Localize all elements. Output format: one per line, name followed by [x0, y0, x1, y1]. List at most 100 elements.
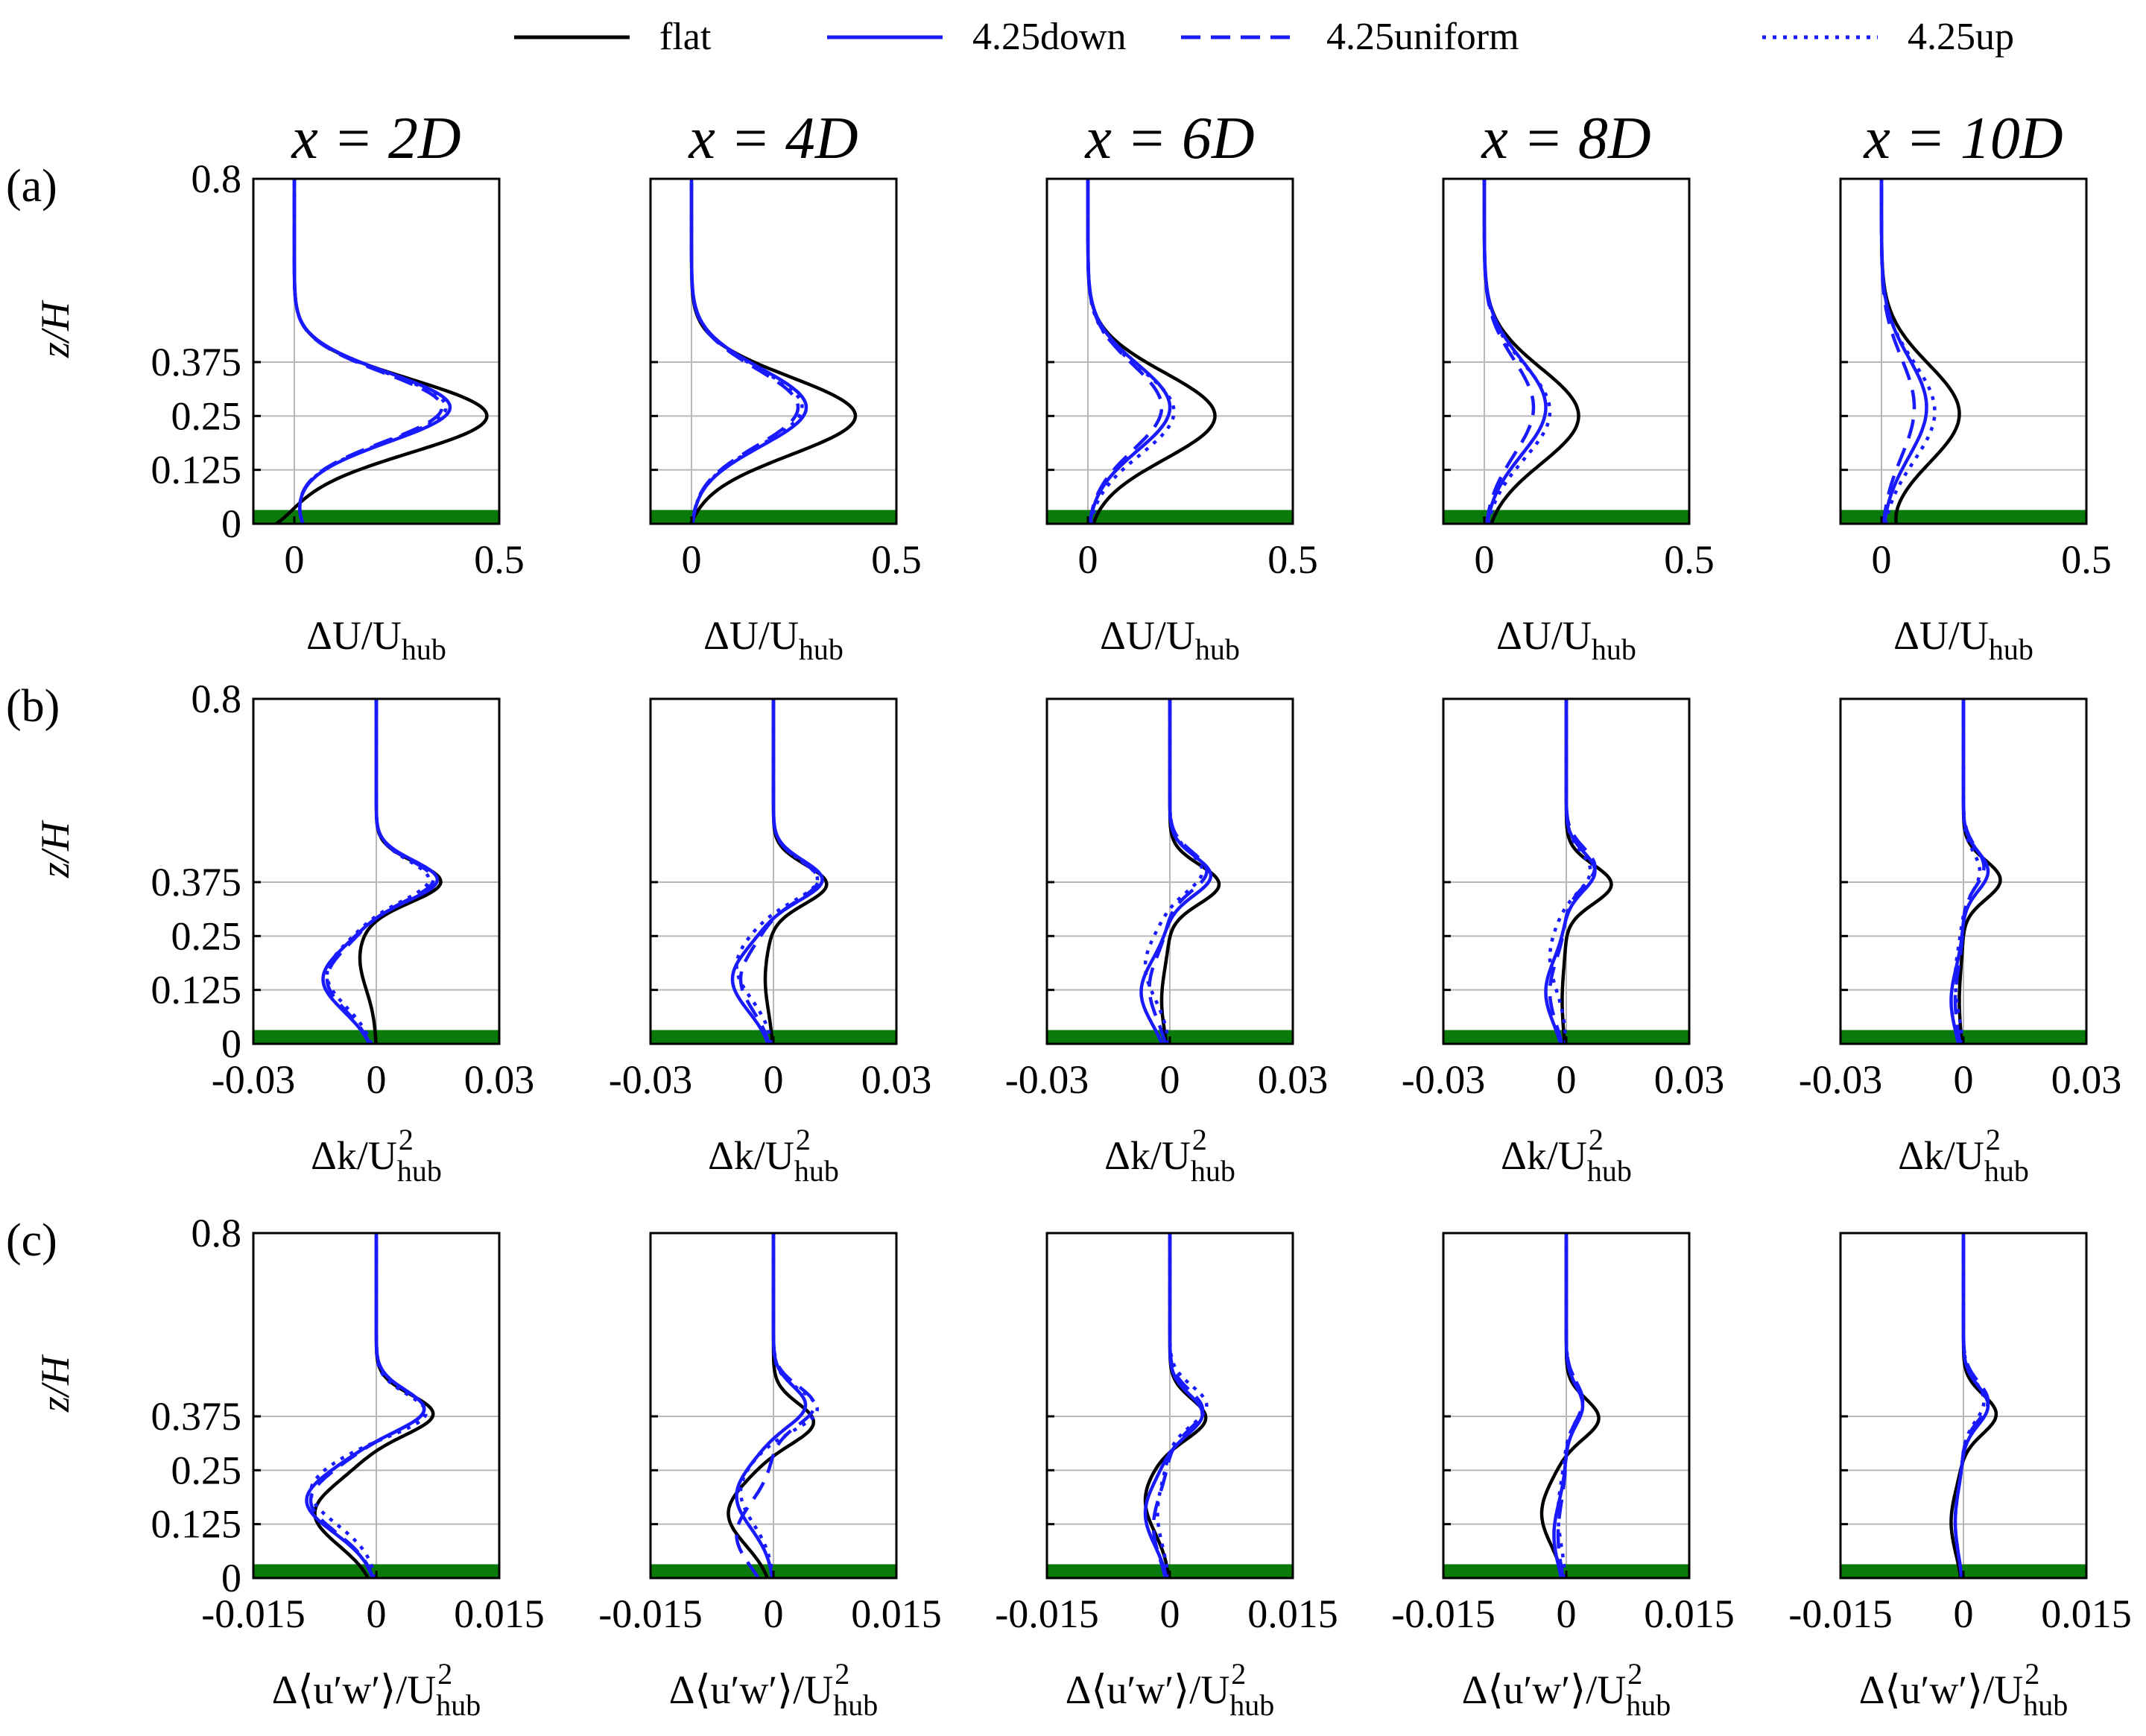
- ground-band: [1443, 510, 1689, 524]
- panel-2-3: -0.03 0 0.03 Δk/U2 hub: [1005, 697, 1328, 1188]
- x-axis-label-sup: 2: [1231, 1657, 1246, 1691]
- curve-flat: [1879, 179, 1961, 525]
- curve-4.25uniform: [1548, 699, 1597, 1045]
- curve-4.25down: [1143, 1233, 1204, 1579]
- panel-1-4: x = 8D 0 0.5 ΔU/Uhub: [1442, 106, 1715, 666]
- x-tick-label: 0.015: [1247, 1591, 1338, 1636]
- panel-1-5: x = 10D 0 0.5 ΔU/Uhub: [1839, 106, 2112, 666]
- x-axis-label-sub: hub: [2023, 1688, 2068, 1722]
- y-tick-label: 0.25: [171, 1448, 242, 1492]
- x-axis-label-main: Δk/U: [708, 1133, 794, 1178]
- y-tick-label: 0.8: [192, 1211, 242, 1255]
- x-tick-label: 0: [1954, 1057, 1974, 1102]
- x-axis-label-main: Δ⟨u′w′⟩/U: [272, 1667, 436, 1712]
- x-axis-label-main: Δ⟨u′w′⟩/U: [1462, 1667, 1626, 1712]
- y-axis-label: z/H: [33, 1354, 77, 1413]
- x-tick-label: -0.03: [1799, 1057, 1882, 1102]
- x-axis-label-main: ΔU/U: [1100, 613, 1195, 658]
- x-tick-label: 0: [1160, 1057, 1180, 1102]
- curve-4.25down: [305, 1233, 426, 1579]
- curve-flat: [1482, 179, 1580, 525]
- x-tick-label: 0: [764, 1591, 784, 1636]
- axes-frame: [1442, 177, 1691, 525]
- legend-label: 4.25down: [972, 16, 1127, 58]
- legend-label: 4.25uniform: [1326, 16, 1519, 58]
- y-tick-label: 0.125: [151, 448, 242, 492]
- x-axis-label-sub: hub: [436, 1688, 481, 1722]
- x-axis-label: ΔU/Uhub: [703, 613, 843, 666]
- curve-4.25down: [1949, 699, 1990, 1045]
- x-tick-label: 0.03: [861, 1057, 932, 1102]
- x-axis-label-sub: hub: [1626, 1688, 1671, 1722]
- x-tick-label: 0.015: [454, 1591, 545, 1636]
- x-tick-label: 0.5: [871, 537, 922, 582]
- curve-4.25up: [1143, 699, 1204, 1045]
- x-tick-label: 0.03: [464, 1057, 535, 1102]
- curve-flat: [689, 179, 858, 525]
- curve-flat: [1539, 1233, 1601, 1579]
- curve-4.25uniform: [1148, 699, 1209, 1045]
- x-axis-label: Δk/U2 hub: [311, 1123, 442, 1188]
- x-axis-label-sup: 2: [399, 1123, 414, 1156]
- y-tick-label: 0: [221, 1556, 241, 1600]
- x-tick-label: -0.015: [995, 1591, 1098, 1636]
- x-axis-label-main: Δ⟨u′w′⟩/U: [1066, 1667, 1229, 1712]
- row-label: (c): [6, 1215, 57, 1266]
- curve-4.25up: [292, 179, 448, 525]
- x-tick-label: -0.03: [1005, 1057, 1089, 1102]
- y-tick-label: 0.375: [151, 860, 242, 905]
- x-axis-label: Δk/U2 hub: [1104, 1123, 1235, 1188]
- y-tick-label: 0.8: [192, 677, 242, 721]
- curve-4.25uniform: [1879, 179, 1916, 525]
- panel-2-5: -0.03 0 0.03 Δk/U2 hub: [1799, 697, 2121, 1188]
- axes-frame: [649, 177, 898, 525]
- curve-flat: [1086, 179, 1217, 525]
- x-tick-label: 0: [285, 537, 305, 582]
- x-tick-label: 0.5: [1267, 537, 1318, 582]
- curve-4.25down: [730, 699, 824, 1045]
- x-tick-label: -0.03: [1402, 1057, 1485, 1102]
- panel-3-4: -0.015 0 0.015 Δ⟨u′w′⟩/U2 hub: [1391, 1232, 1735, 1722]
- ground-band: [651, 510, 896, 524]
- x-axis-label: Δk/U2 hub: [708, 1123, 839, 1188]
- curve-flat: [1560, 699, 1613, 1045]
- y-tick-label: 0: [221, 501, 241, 546]
- curve-4.25up: [1953, 699, 1982, 1045]
- column-title: x = 6D: [1084, 106, 1254, 171]
- curve-4.25down: [1544, 699, 1597, 1045]
- x-axis-label: Δ⟨u′w′⟩/U2 hub: [669, 1657, 878, 1722]
- curve-4.25up: [325, 699, 431, 1045]
- x-tick-label: 0.03: [1654, 1057, 1725, 1102]
- x-axis-label-sup: 2: [1627, 1657, 1642, 1691]
- x-tick-label: -0.03: [212, 1057, 295, 1102]
- x-tick-label: -0.015: [201, 1591, 305, 1636]
- legend-item-4.25down: 4.25down: [827, 16, 1127, 58]
- y-tick-label: 0.125: [151, 968, 242, 1013]
- curve-4.25uniform: [325, 699, 435, 1045]
- curve-4.25uniform: [308, 1233, 426, 1579]
- x-axis-label: Δk/U2 hub: [1898, 1123, 2029, 1188]
- row-label: (b): [6, 681, 60, 732]
- x-axis-label-main: ΔU/U: [1496, 613, 1592, 658]
- x-axis-label-main: ΔU/U: [1893, 613, 1989, 658]
- panel-3-2: -0.015 0 0.015 Δ⟨u′w′⟩/U2 hub: [598, 1232, 942, 1722]
- ground-band: [253, 510, 499, 524]
- x-axis-label-sub: hub: [1592, 633, 1636, 666]
- x-axis-label-sup: 2: [1589, 1123, 1604, 1156]
- x-axis-label: Δ⟨u′w′⟩/U2 hub: [1066, 1657, 1274, 1722]
- x-tick-label: -0.03: [609, 1057, 692, 1102]
- x-axis-label-main: ΔU/U: [703, 613, 799, 658]
- curve-4.25uniform: [689, 179, 800, 525]
- curve-4.25uniform: [1556, 1233, 1585, 1579]
- legend-label: flat: [659, 16, 712, 58]
- axes-frame: [1839, 177, 2088, 525]
- x-axis-label-sub: hub: [397, 1154, 442, 1188]
- y-tick-label: 0: [221, 1021, 241, 1066]
- x-axis-label: Δ⟨u′w′⟩/U2 hub: [272, 1657, 481, 1722]
- curve-flat: [727, 1233, 816, 1579]
- y-tick-label: 0.375: [151, 340, 242, 384]
- x-axis-label-sub: hub: [1989, 633, 2033, 666]
- x-tick-label: -0.015: [598, 1591, 702, 1636]
